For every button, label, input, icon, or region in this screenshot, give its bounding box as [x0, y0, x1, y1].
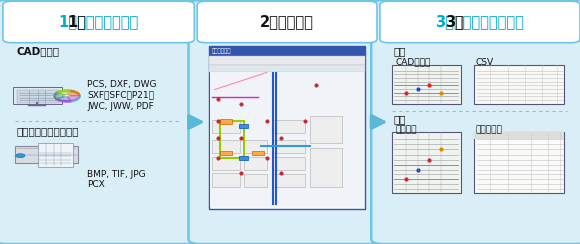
FancyBboxPatch shape — [212, 157, 240, 170]
FancyBboxPatch shape — [244, 174, 267, 187]
FancyBboxPatch shape — [17, 90, 59, 103]
Text: スキャナから読み込み: スキャナから読み込み — [16, 126, 79, 136]
FancyBboxPatch shape — [209, 46, 365, 209]
FancyBboxPatch shape — [474, 65, 564, 104]
Text: 出力: 出力 — [393, 46, 406, 56]
FancyBboxPatch shape — [212, 140, 240, 153]
Polygon shape — [14, 146, 78, 163]
Text: 2．拾い作業: 2．拾い作業 — [260, 14, 314, 30]
FancyBboxPatch shape — [212, 120, 240, 133]
Text: JWC, JWW, PDF: JWC, JWW, PDF — [87, 102, 154, 111]
FancyBboxPatch shape — [3, 1, 194, 43]
FancyBboxPatch shape — [244, 157, 267, 170]
Text: PCX: PCX — [87, 180, 105, 189]
FancyBboxPatch shape — [474, 132, 564, 139]
Text: CSV: CSV — [476, 58, 494, 67]
Circle shape — [16, 154, 25, 158]
Polygon shape — [56, 90, 71, 96]
Text: 1．: 1． — [67, 14, 86, 30]
Text: CADデータ: CADデータ — [16, 46, 59, 56]
Text: 印刷: 印刷 — [393, 115, 406, 124]
Text: 材料拾い出し: 材料拾い出し — [212, 49, 231, 54]
Polygon shape — [56, 96, 71, 101]
Polygon shape — [67, 95, 79, 101]
Text: CAD・画像: CAD・画像 — [396, 58, 431, 67]
FancyBboxPatch shape — [209, 65, 365, 72]
Polygon shape — [54, 92, 67, 99]
FancyBboxPatch shape — [392, 132, 461, 193]
FancyBboxPatch shape — [474, 132, 564, 193]
FancyBboxPatch shape — [380, 1, 580, 43]
Text: 3．: 3． — [445, 14, 464, 30]
FancyBboxPatch shape — [371, 0, 580, 244]
Text: SXF（SFC・P21）: SXF（SFC・P21） — [87, 91, 154, 100]
Circle shape — [54, 90, 79, 101]
FancyBboxPatch shape — [0, 0, 203, 244]
Polygon shape — [67, 91, 79, 96]
Text: PCS, DXF, DWG: PCS, DXF, DWG — [87, 80, 157, 89]
Text: 拾い出し書: 拾い出し書 — [476, 125, 502, 134]
Text: 拾い図面: 拾い図面 — [396, 125, 417, 134]
FancyBboxPatch shape — [188, 0, 386, 244]
FancyBboxPatch shape — [273, 120, 304, 133]
FancyBboxPatch shape — [220, 151, 232, 155]
FancyBboxPatch shape — [252, 151, 264, 155]
FancyBboxPatch shape — [209, 46, 365, 56]
Circle shape — [64, 95, 69, 97]
Text: 1．データ読み込み: 1．データ読み込み — [59, 14, 139, 30]
FancyBboxPatch shape — [310, 148, 342, 187]
FancyBboxPatch shape — [239, 124, 248, 128]
FancyBboxPatch shape — [210, 72, 364, 207]
FancyBboxPatch shape — [310, 116, 342, 143]
FancyBboxPatch shape — [273, 174, 304, 187]
FancyBboxPatch shape — [38, 143, 72, 167]
FancyBboxPatch shape — [220, 119, 232, 124]
FancyBboxPatch shape — [392, 65, 461, 104]
Text: 3．データ出力・印刷: 3．データ出力・印刷 — [436, 14, 524, 30]
FancyBboxPatch shape — [212, 173, 240, 187]
FancyBboxPatch shape — [209, 56, 365, 65]
FancyBboxPatch shape — [197, 1, 377, 43]
Text: BMP, TIF, JPG: BMP, TIF, JPG — [87, 170, 146, 179]
FancyBboxPatch shape — [13, 87, 62, 104]
FancyBboxPatch shape — [239, 156, 248, 160]
FancyBboxPatch shape — [273, 157, 304, 170]
FancyBboxPatch shape — [244, 140, 267, 153]
FancyBboxPatch shape — [273, 140, 304, 153]
